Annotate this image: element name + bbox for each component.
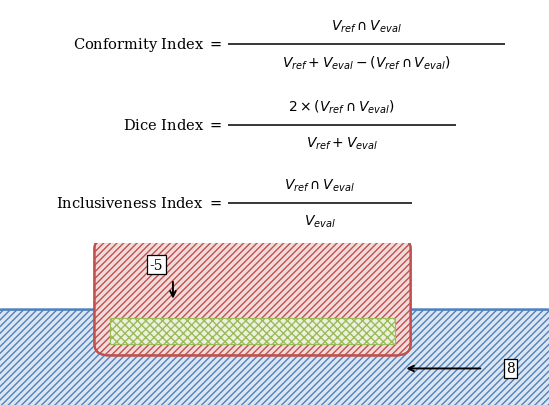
Bar xyxy=(110,318,395,344)
Text: Inclusiveness Index $=$: Inclusiveness Index $=$ xyxy=(57,196,222,211)
Text: 8: 8 xyxy=(506,362,515,375)
Text: Dice Index $=$: Dice Index $=$ xyxy=(123,118,222,133)
FancyBboxPatch shape xyxy=(94,238,411,356)
Text: Conformity Index $=$: Conformity Index $=$ xyxy=(73,36,222,54)
Text: $V_{eval}$: $V_{eval}$ xyxy=(304,213,335,230)
Text: $V_{ref} \cap V_{eval}$: $V_{ref} \cap V_{eval}$ xyxy=(331,19,402,35)
Text: $2 \times (V_{ref} \cap V_{eval})$: $2 \times (V_{ref} \cap V_{eval})$ xyxy=(288,99,395,116)
Text: $V_{ref} + V_{eval}$: $V_{ref} + V_{eval}$ xyxy=(306,135,378,152)
Bar xyxy=(110,318,395,344)
Text: -5: -5 xyxy=(150,258,163,272)
FancyBboxPatch shape xyxy=(0,310,549,405)
Text: $V_{ref} \cap V_{eval}$: $V_{ref} \cap V_{eval}$ xyxy=(284,177,355,194)
Text: $V_{ref} + V_{eval} - (V_{ref} \cap V_{eval})$: $V_{ref} + V_{eval} - (V_{ref} \cap V_{e… xyxy=(282,55,451,72)
